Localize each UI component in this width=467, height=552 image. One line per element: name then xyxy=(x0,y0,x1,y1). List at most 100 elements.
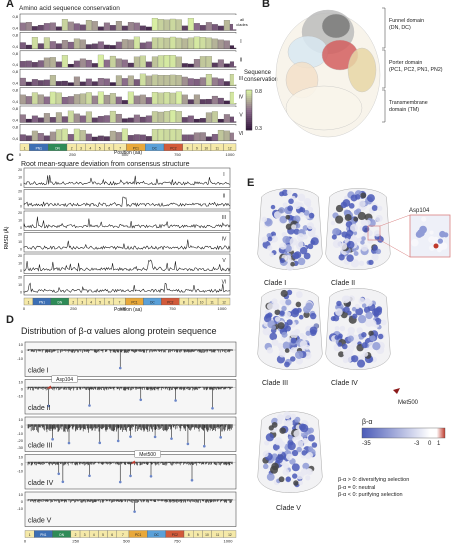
beta-outlier-point xyxy=(149,475,153,478)
domain-segment-label: 7 xyxy=(119,301,121,305)
conservation-bar xyxy=(211,38,218,49)
surface-patch xyxy=(357,211,366,221)
surface-patch xyxy=(277,322,285,330)
surface-patch xyxy=(264,440,270,446)
conservation-bar xyxy=(187,115,194,123)
conservation-bar xyxy=(61,116,68,123)
conservation-bar xyxy=(79,58,86,68)
colorbar-cell xyxy=(246,104,252,107)
conservation-bar xyxy=(97,26,104,31)
beta-row-frame xyxy=(24,379,237,415)
conservation-bar xyxy=(133,22,140,31)
conservation-bar xyxy=(175,129,182,141)
label-bg xyxy=(234,33,248,48)
rmsd-line xyxy=(23,216,231,229)
domain-segment-label: 1 xyxy=(29,533,31,537)
conservation-bar xyxy=(79,39,86,49)
surface-patch xyxy=(375,214,383,223)
surface-patch xyxy=(283,411,292,420)
colorbar-cell xyxy=(246,96,252,99)
conservation-bar xyxy=(43,96,50,105)
surface-patch xyxy=(285,476,291,482)
y-tick: 0 xyxy=(20,269,22,273)
surface-patch xyxy=(278,207,285,214)
surface-patch xyxy=(365,219,371,226)
surface-patch xyxy=(293,480,299,486)
conservation-bar xyxy=(145,97,152,105)
clade-label-all-l1: all xyxy=(240,17,244,22)
bracket-tm xyxy=(382,89,386,123)
beta-legend-min: -35 xyxy=(362,441,371,447)
y-tick: 10 xyxy=(19,455,24,460)
colorbar-title-text: Sequence conservation xyxy=(244,70,279,83)
colorbar-cell xyxy=(246,98,252,101)
conservation-bar xyxy=(73,38,80,49)
conservation-bar xyxy=(127,62,134,68)
surface-patch xyxy=(294,328,300,335)
colorbar-cell xyxy=(246,106,252,109)
clade-i-structure xyxy=(257,188,323,271)
conservation-bar xyxy=(133,79,140,86)
x-tick: 250 xyxy=(72,539,79,544)
beta-outlier-point xyxy=(118,480,122,484)
surface-patch xyxy=(347,344,355,352)
x-tick: 750 xyxy=(169,306,176,311)
surface-patch xyxy=(286,336,292,343)
surface-patch xyxy=(282,468,290,476)
domain-segment-label: 6 xyxy=(108,301,110,305)
conservation-bar xyxy=(181,94,188,105)
domain-segment-label: 2 xyxy=(71,146,73,150)
conservation-bar xyxy=(31,79,38,86)
asp104-zoom-box xyxy=(367,225,381,241)
domain-caption-line: (PC1, PC2, PN1, PN2) xyxy=(389,67,443,73)
bracket-porter xyxy=(382,49,386,89)
conservation-bar xyxy=(205,37,212,49)
surface-patch xyxy=(360,218,368,226)
conservation-bar xyxy=(97,41,104,49)
y-tick: 0 xyxy=(21,349,24,354)
conservation-bar xyxy=(205,98,212,105)
conservation-bar xyxy=(67,96,74,105)
surface-patch xyxy=(337,342,343,347)
surface-patch xyxy=(371,253,379,261)
surface-patch xyxy=(291,463,300,472)
colorbar-cell xyxy=(246,126,252,129)
surface-patch xyxy=(311,442,318,448)
beta-outlier-point xyxy=(174,399,177,402)
conservation-bar xyxy=(43,113,50,123)
y-tick: 0 xyxy=(20,183,22,187)
surface-patch xyxy=(358,315,367,324)
conservation-bar xyxy=(43,79,50,86)
y-tick: 0 xyxy=(20,205,22,209)
conservation-bar xyxy=(199,37,206,49)
surface-patch xyxy=(338,254,345,261)
conservation-bar xyxy=(91,81,98,86)
beta-outlier-point xyxy=(190,478,194,482)
surface-patch xyxy=(373,230,381,237)
conservation-bar xyxy=(163,75,170,86)
domain-segment-label: 8 xyxy=(187,146,189,150)
domain-segment-label: 9 xyxy=(196,146,198,150)
conservation-bar xyxy=(55,112,62,123)
conservation-bar xyxy=(25,81,32,86)
conservation-bar xyxy=(199,25,206,31)
conservation-bar xyxy=(25,135,32,141)
surface-patch xyxy=(279,257,285,264)
conservation-bar xyxy=(193,132,200,141)
conservation-bar xyxy=(19,114,26,123)
colorbar-title: Sequence conservation xyxy=(244,70,288,84)
conservation-bar xyxy=(133,36,140,49)
conservation-bar xyxy=(139,73,146,86)
conservation-bar xyxy=(67,134,74,141)
surface-patch xyxy=(295,440,304,448)
domain-segment-label: 9 xyxy=(192,301,194,305)
panel-d-title: Distribution of β-α values along protein… xyxy=(21,326,217,336)
surface-patch xyxy=(295,357,303,365)
conservation-bar xyxy=(187,63,194,68)
conservation-bar xyxy=(163,111,170,123)
conservation-bar xyxy=(109,55,116,68)
domain-segment-label: PN1 xyxy=(39,301,45,305)
surface-patch xyxy=(279,215,288,224)
surface-patch xyxy=(305,330,311,336)
